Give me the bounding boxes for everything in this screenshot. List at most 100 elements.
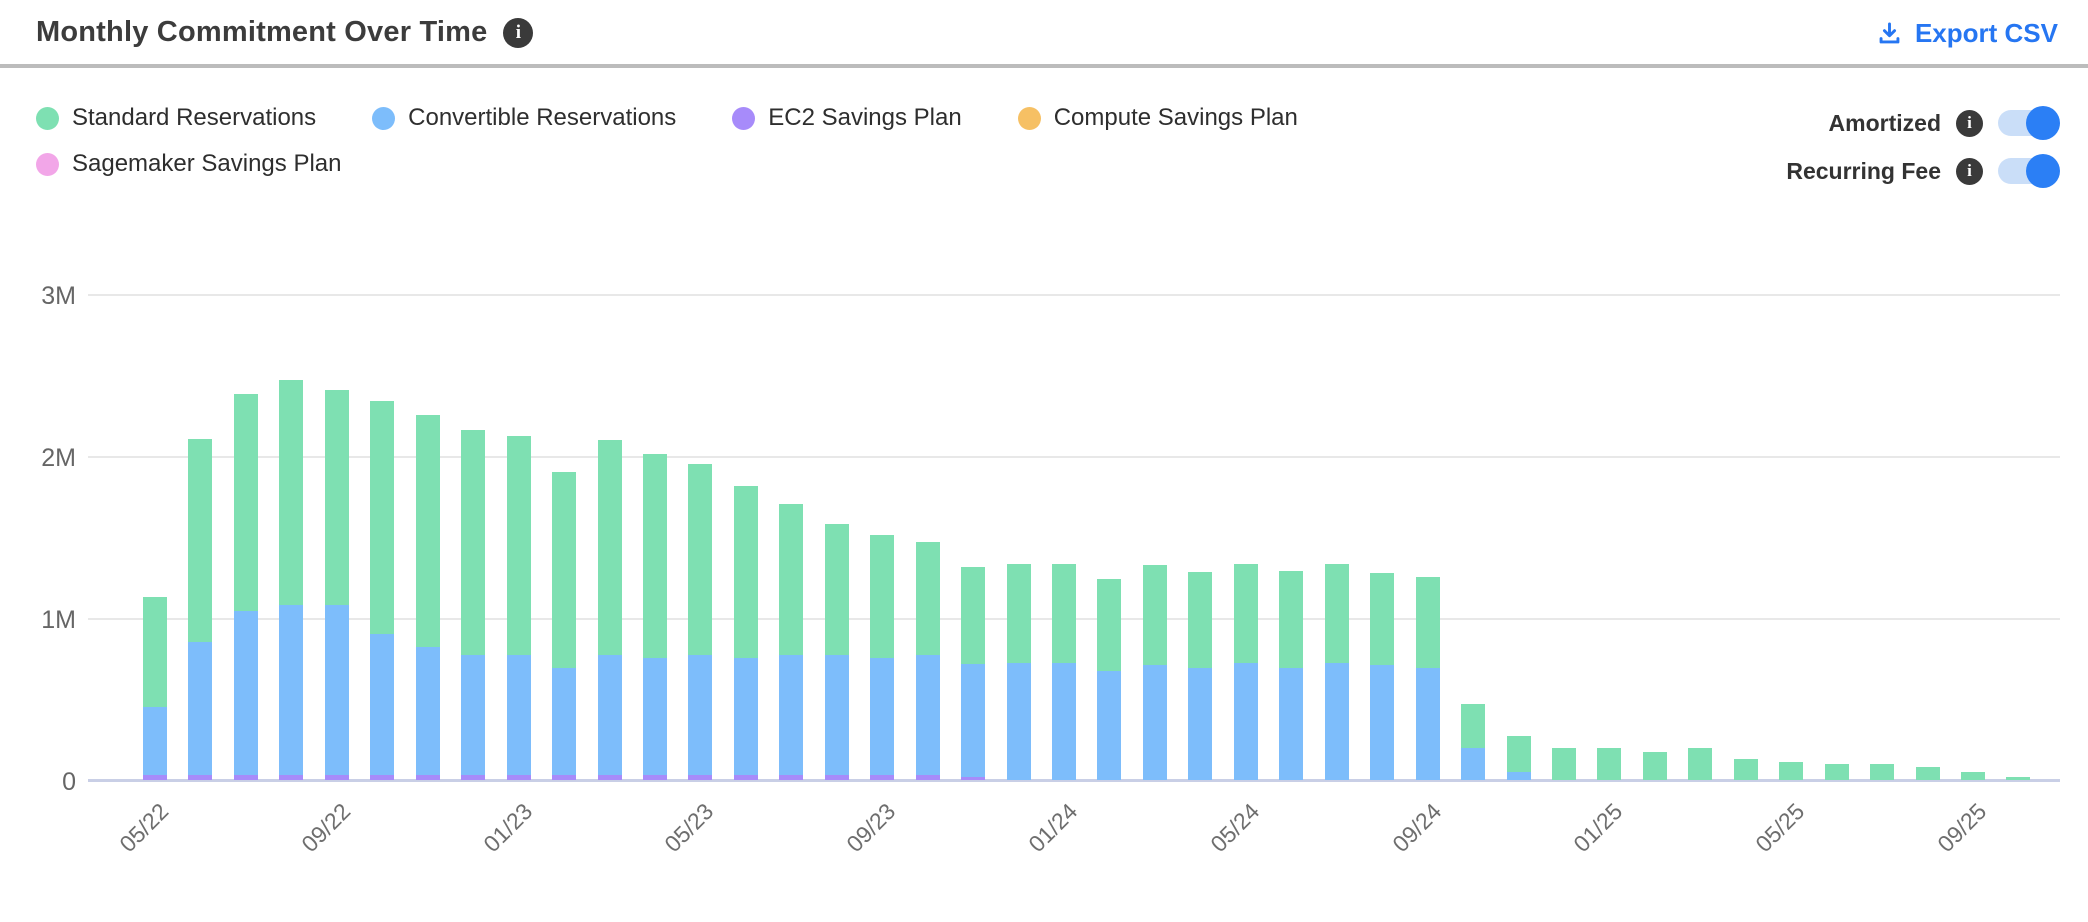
x-axis-label-01/25: 01/25: [1568, 798, 1628, 858]
bar-segment-standard-reservations: [1688, 748, 1712, 780]
toggle-knob: [2026, 106, 2060, 140]
bar-07/23[interactable]: [779, 504, 803, 780]
y-axis-label-0: 0: [62, 768, 76, 796]
legend-item-standard-reservations[interactable]: Standard Reservations: [36, 104, 316, 132]
bar-05/24[interactable]: [1234, 564, 1258, 780]
bar-03/25[interactable]: [1688, 748, 1712, 780]
toggle-info-icon[interactable]: i: [1956, 157, 1983, 185]
bar-05/23[interactable]: [688, 464, 712, 780]
bar-04/24[interactable]: [1188, 572, 1212, 780]
bar-01/24[interactable]: [1052, 564, 1076, 780]
bar-09/24[interactable]: [1416, 577, 1440, 780]
bar-08/25[interactable]: [1916, 767, 1940, 780]
bar-segment-standard-reservations: [1325, 564, 1349, 663]
toggle-row-amortized: Amortized i: [1786, 106, 2060, 140]
bar-03/23[interactable]: [598, 440, 622, 780]
y-axis-label-2M: 2M: [41, 444, 76, 472]
bar-10/25[interactable]: [2006, 777, 2030, 780]
bar-segment-standard-reservations: [188, 439, 212, 642]
bar-07/25[interactable]: [1870, 764, 1894, 780]
toggle-switch[interactable]: [1998, 154, 2060, 188]
bar-segment-ec2-savings-plan: [552, 775, 576, 780]
bar-segment-ec2-savings-plan: [507, 775, 531, 780]
bar-segment-convertible-reservations: [1007, 663, 1031, 780]
bar-segment-standard-reservations: [552, 472, 576, 668]
bar-segment-convertible-reservations: [1097, 671, 1121, 780]
bar-segment-standard-reservations: [1007, 564, 1031, 663]
bar-segment-standard-reservations: [1507, 736, 1531, 772]
bar-04/23[interactable]: [643, 454, 667, 780]
bar-09/23[interactable]: [870, 535, 894, 780]
bar-segment-convertible-reservations: [1370, 665, 1394, 780]
toggle-info-icon[interactable]: i: [1956, 109, 1983, 137]
legend-item-convertible-reservations[interactable]: Convertible Reservations: [372, 104, 676, 132]
bar-segment-convertible-reservations: [961, 664, 985, 777]
bar-01/23[interactable]: [507, 436, 531, 780]
bar-segment-standard-reservations: [1552, 748, 1576, 780]
bar-06/23[interactable]: [734, 486, 758, 780]
toggle-switch[interactable]: [1998, 106, 2060, 140]
bar-segment-standard-reservations: [1961, 772, 1985, 780]
bar-segment-convertible-reservations: [188, 642, 212, 775]
title-info-icon[interactable]: i: [503, 17, 534, 48]
bar-segment-ec2-savings-plan: [370, 775, 394, 780]
bar-10/22[interactable]: [370, 401, 394, 780]
bar-segment-convertible-reservations: [1052, 663, 1076, 780]
toggle-label: Recurring Fee: [1786, 157, 1941, 184]
bar-01/25[interactable]: [1597, 748, 1621, 780]
bar-02/23[interactable]: [552, 472, 576, 780]
bar-11/23[interactable]: [961, 567, 985, 780]
bar-06/25[interactable]: [1825, 764, 1849, 780]
bar-segment-standard-reservations: [870, 535, 894, 658]
bar-09/22[interactable]: [325, 390, 349, 780]
legend-label: Standard Reservations: [72, 104, 317, 131]
bar-12/24[interactable]: [1552, 748, 1576, 780]
export-csv-button[interactable]: Export CSV: [1876, 18, 2058, 49]
legend-item-ec2-savings-plan[interactable]: EC2 Savings Plan: [732, 104, 962, 132]
bar-segment-standard-reservations: [643, 454, 667, 658]
bar-08/22[interactable]: [279, 380, 303, 780]
bar-segment-convertible-reservations: [779, 655, 803, 775]
bar-segment-standard-reservations: [461, 430, 485, 655]
bar-segment-convertible-reservations: [507, 655, 531, 775]
bar-segment-ec2-savings-plan: [143, 775, 167, 780]
bar-segment-standard-reservations: [598, 440, 622, 655]
bar-segment-ec2-savings-plan: [779, 775, 803, 780]
bar-10/23[interactable]: [916, 542, 940, 780]
bar-segment-standard-reservations: [1143, 565, 1167, 665]
bar-06/24[interactable]: [1279, 571, 1303, 780]
bar-segment-convertible-reservations: [1234, 663, 1258, 780]
bar-segment-ec2-savings-plan: [188, 775, 212, 780]
download-icon: [1879, 22, 1900, 44]
bar-segment-ec2-savings-plan: [961, 777, 985, 780]
bar-11/24[interactable]: [1507, 736, 1531, 780]
bar-07/22[interactable]: [234, 394, 258, 780]
legend-item-compute-savings-plan[interactable]: Compute Savings Plan: [1017, 104, 1298, 132]
bar-segment-ec2-savings-plan: [416, 775, 440, 780]
bar-segment-convertible-reservations: [734, 658, 758, 775]
bar-07/24[interactable]: [1325, 564, 1349, 780]
bar-segment-convertible-reservations: [143, 707, 167, 775]
legend-dot-icon: [36, 152, 59, 176]
bar-05/25[interactable]: [1779, 762, 1803, 780]
bar-12/23[interactable]: [1007, 564, 1031, 780]
bar-05/22[interactable]: [143, 597, 167, 780]
legend-item-sagemaker-savings-plan[interactable]: Sagemaker Savings Plan: [36, 150, 341, 178]
bar-segment-standard-reservations: [961, 567, 985, 664]
bar-04/25[interactable]: [1734, 759, 1758, 780]
bar-10/24[interactable]: [1461, 704, 1485, 780]
bar-02/24[interactable]: [1097, 579, 1121, 780]
bar-08/24[interactable]: [1370, 573, 1394, 780]
toggle-knob: [2026, 154, 2060, 188]
bar-11/22[interactable]: [416, 415, 440, 780]
bar-12/22[interactable]: [461, 430, 485, 780]
bar-09/25[interactable]: [1961, 772, 1985, 780]
bar-06/22[interactable]: [188, 439, 212, 780]
legend-dot-icon: [372, 106, 396, 130]
legend-dot-icon: [732, 106, 756, 130]
bar-segment-convertible-reservations: [1325, 663, 1349, 780]
bar-08/23[interactable]: [825, 524, 849, 780]
bar-03/24[interactable]: [1143, 565, 1167, 780]
bar-02/25[interactable]: [1643, 752, 1667, 780]
